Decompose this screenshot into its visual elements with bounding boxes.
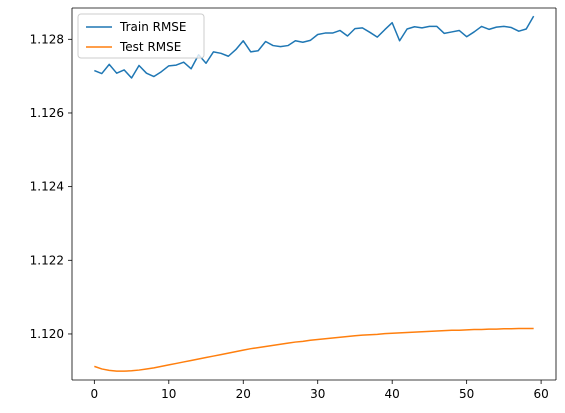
x-tick-label: 0 bbox=[91, 387, 99, 401]
legend-label-train-rmse: Train RMSE bbox=[119, 20, 187, 34]
x-tick-label: 50 bbox=[459, 387, 474, 401]
x-tick-label: 20 bbox=[236, 387, 251, 401]
y-axis-ticks: 1.120 1.122 1.124 1.126 1.128 bbox=[30, 32, 72, 341]
y-tick-label: 1.126 bbox=[30, 106, 64, 120]
series-layer bbox=[94, 15, 535, 372]
x-tick-label: 60 bbox=[533, 387, 548, 401]
x-axis-ticks: 0 10 20 30 40 50 60 bbox=[91, 380, 549, 401]
x-tick-label: 10 bbox=[161, 387, 176, 401]
y-tick-label: 1.122 bbox=[30, 253, 64, 267]
y-tick-label: 1.120 bbox=[30, 327, 64, 341]
x-tick-label: 40 bbox=[385, 387, 400, 401]
series-line-train-rmse bbox=[94, 15, 535, 79]
y-tick-label: 1.124 bbox=[30, 180, 64, 194]
legend-label-test-rmse: Test RMSE bbox=[119, 40, 181, 54]
x-tick-label: 30 bbox=[310, 387, 325, 401]
legend: Train RMSE Test RMSE bbox=[77, 13, 205, 59]
plot-area: 0 10 20 30 40 50 60 1.120 1.122 1.124 1.126 1.128 bbox=[30, 7, 557, 401]
axes-frame bbox=[72, 8, 556, 380]
series-line-test-rmse bbox=[94, 327, 534, 372]
axes-spines bbox=[71, 7, 557, 381]
y-tick-label: 1.128 bbox=[30, 32, 64, 46]
